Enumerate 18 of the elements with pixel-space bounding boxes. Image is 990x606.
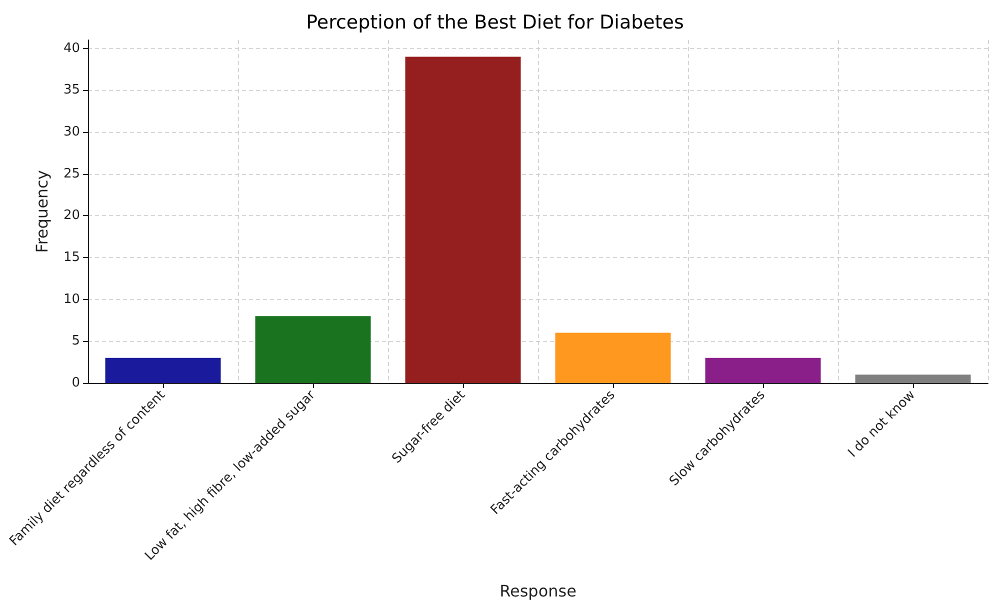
y-axis-title: Frequency (32, 170, 52, 253)
bar (105, 358, 221, 383)
y-tick-label: 25 (63, 166, 80, 182)
y-tick-label: 30 (63, 124, 80, 140)
y-tick-label: 15 (63, 250, 80, 266)
bar (255, 316, 371, 383)
bar (705, 358, 821, 383)
y-tick-label: 35 (63, 82, 80, 98)
bar (855, 374, 971, 383)
x-axis-title: Response (500, 582, 576, 600)
y-tick-label: 0 (72, 376, 80, 390)
bar (555, 332, 671, 383)
y-tick-label: 10 (63, 292, 80, 307)
y-tick-label: 20 (63, 208, 80, 224)
y-tick-label: 5 (72, 334, 80, 349)
bar (405, 56, 521, 383)
chart-title: Perception of the Best Diet for Diabetes (306, 12, 684, 34)
y-tick-label: 40 (63, 40, 80, 56)
